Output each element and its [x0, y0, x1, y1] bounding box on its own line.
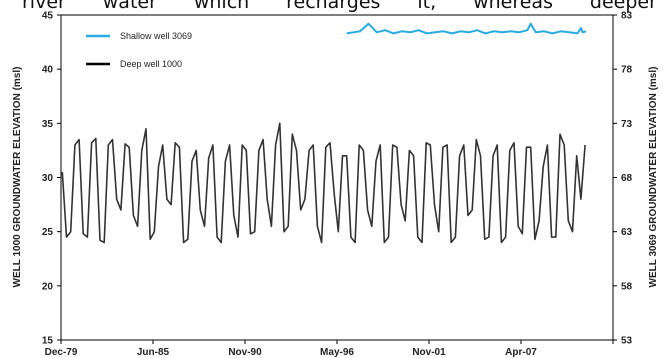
right-tick-label: 83 — [621, 11, 633, 22]
right-tick-label: 58 — [621, 281, 633, 292]
left-axis: 15 20 25 30 35 40 45 — [42, 11, 61, 347]
right-tick-label: 78 — [621, 65, 633, 76]
series-line-deep-well — [61, 122, 586, 244]
header-word: which — [193, 0, 250, 13]
legend-label-shallow: Shallow well 3069 — [120, 31, 192, 41]
header-word: it, — [417, 0, 437, 13]
left-tick-label: 45 — [42, 11, 54, 22]
right-tick-label: 68 — [621, 173, 633, 184]
left-tick-label: 30 — [42, 173, 54, 184]
header-word: whereas — [473, 0, 553, 13]
x-tick-label: May-96 — [320, 347, 354, 358]
x-tick-label: Apr-07 — [505, 347, 537, 358]
legend: Shallow well 3069 Deep well 1000 — [86, 31, 192, 69]
left-tick-label: 40 — [42, 65, 54, 76]
header-word: deeper — [589, 0, 657, 13]
cropped-caption-text: river water which recharges it, whereas deeper — [0, 0, 663, 17]
right-tick-label: 63 — [621, 227, 633, 238]
left-tick-label: 25 — [42, 227, 54, 238]
x-tick-label: Nov-01 — [412, 347, 446, 358]
left-tick-label: 15 — [42, 336, 54, 347]
header-word: water — [102, 0, 157, 13]
series-line-shallow-well — [346, 22, 587, 35]
right-axis-title: WELL 3069 GROUNDWATER ELEVATION (msl) — [648, 67, 659, 288]
legend-label-deep: Deep well 1000 — [120, 59, 182, 69]
series-layer — [61, 22, 587, 244]
header-word: recharges — [286, 0, 381, 13]
left-tick-label: 35 — [42, 119, 54, 130]
right-tick-label: 53 — [621, 336, 633, 347]
left-tick-label: 20 — [42, 281, 54, 292]
right-tick-label: 73 — [621, 119, 633, 130]
plot-frame — [60, 14, 614, 341]
left-axis-title: WELL 1000 GROUNDWATER ELEVATION (msl) — [12, 67, 23, 288]
x-tick-label: Dec-79 — [45, 347, 78, 358]
right-axis: 53 58 63 68 73 78 83 — [613, 11, 633, 347]
x-axis: Dec-79 Jun-85 Nov-90 May-96 Nov-01 Apr-07 — [45, 340, 614, 358]
header-word: river — [22, 0, 66, 13]
x-tick-label: Jun-85 — [137, 347, 170, 358]
x-tick-label: Nov-90 — [228, 347, 262, 358]
